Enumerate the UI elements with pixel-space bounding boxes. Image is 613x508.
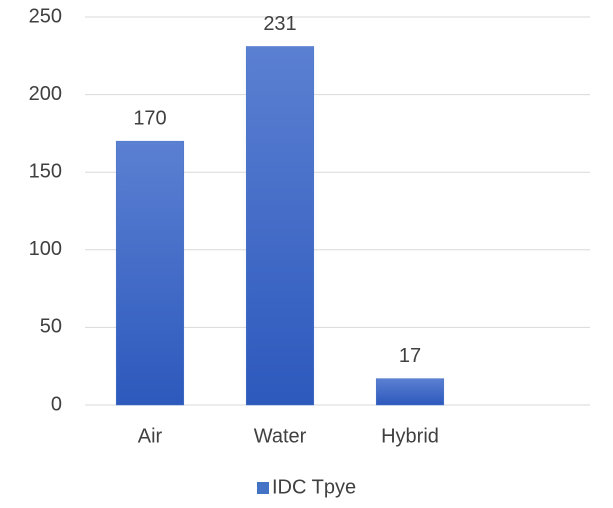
y-tick-label: 200 bbox=[29, 83, 62, 105]
bar bbox=[245, 46, 315, 406]
x-tick-label: Air bbox=[138, 425, 163, 447]
legend-swatch bbox=[257, 482, 269, 494]
data-label: 17 bbox=[399, 345, 421, 367]
y-tick-label: 150 bbox=[29, 160, 62, 182]
bar bbox=[375, 378, 445, 406]
data-label: 170 bbox=[133, 107, 166, 129]
legend-label: IDC Tpye bbox=[272, 476, 356, 498]
y-tick-label: 50 bbox=[40, 316, 62, 338]
bar bbox=[115, 140, 185, 406]
x-tick-label: Hybrid bbox=[381, 425, 439, 447]
y-tick-label: 100 bbox=[29, 238, 62, 260]
x-tick-label: Water bbox=[254, 425, 307, 447]
data-label: 231 bbox=[263, 13, 296, 35]
y-tick-label: 0 bbox=[51, 393, 62, 415]
y-tick-label: 250 bbox=[29, 5, 62, 27]
